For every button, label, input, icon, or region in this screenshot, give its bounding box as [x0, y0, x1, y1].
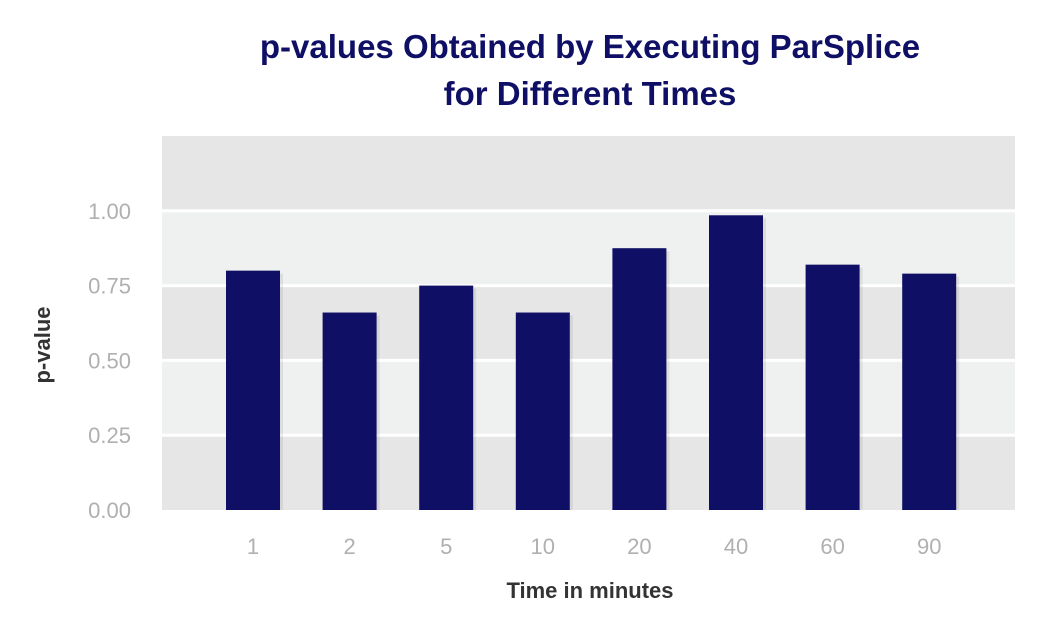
y-tick-label: 0.75: [88, 274, 131, 299]
x-tick-label: 40: [724, 534, 748, 559]
x-axis-title: Time in minutes: [506, 578, 673, 603]
x-tick-label: 5: [440, 534, 452, 559]
x-tick-label: 2: [343, 534, 355, 559]
y-tick-label: 0.25: [88, 423, 131, 448]
plot-band: [162, 210, 1015, 286]
y-tick-label: 0.00: [88, 498, 131, 523]
plot-band: [162, 435, 1015, 510]
x-tick-label: 10: [531, 534, 555, 559]
chart-title-line-2: for Different Times: [444, 75, 737, 112]
y-tick-label: 0.50: [88, 348, 131, 373]
y-axis-title: p-value: [30, 306, 55, 383]
x-tick-label: 60: [820, 534, 844, 559]
y-tick-label: 1.00: [88, 199, 131, 224]
plot-band: [162, 360, 1015, 436]
bar: [612, 248, 667, 510]
y-axis-ticks: 0.00 0.25 0.50 0.75 1.00: [88, 199, 131, 523]
bar: [226, 270, 280, 510]
x-tick-label: 90: [917, 534, 941, 559]
bar: [805, 264, 860, 510]
bar: [322, 312, 377, 510]
bar: [709, 215, 763, 510]
bars: [226, 215, 960, 510]
plot-background: [162, 136, 1015, 510]
bar: [419, 285, 474, 510]
bar: [515, 312, 570, 510]
chart-title-line-1: p-values Obtained by Executing ParSplice: [260, 28, 920, 65]
plot-band: [162, 285, 1015, 361]
gridlines: [162, 209, 1015, 437]
x-tick-label: 1: [247, 534, 259, 559]
plot-band: [162, 136, 1015, 211]
bar: [902, 273, 957, 510]
x-axis-ticks: 1 2 5 10 20 40 60 90: [247, 534, 942, 559]
x-tick-label: 20: [627, 534, 651, 559]
